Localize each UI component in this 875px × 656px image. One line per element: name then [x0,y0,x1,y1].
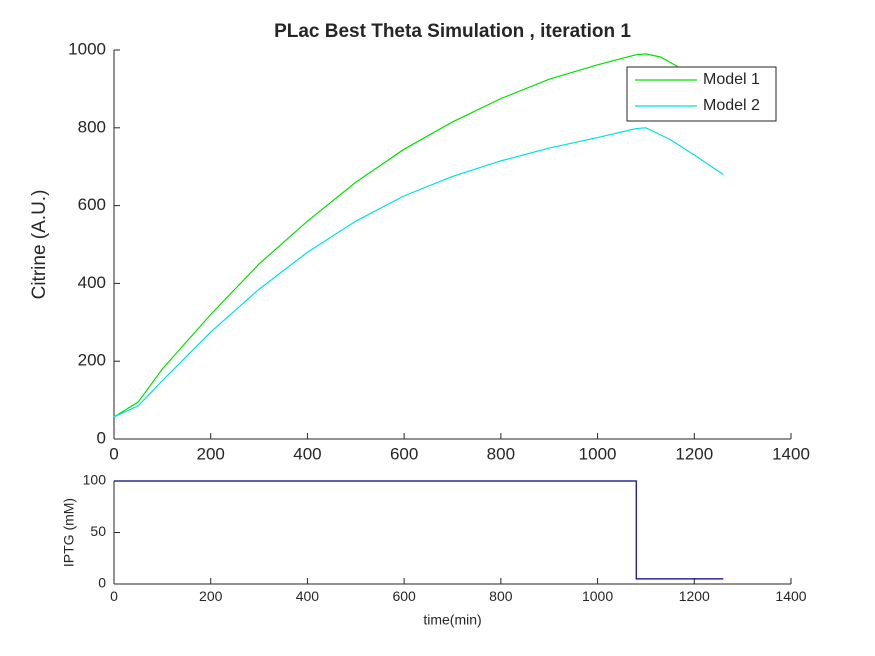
x-tick-label: 200 [199,588,223,604]
x-tick-label: 800 [489,588,513,604]
legend-box [626,66,777,122]
x-tick-label: 800 [487,445,515,464]
x-tick-label: 1200 [679,588,710,604]
x-tick-label: 1000 [582,588,613,604]
series-line [114,480,724,580]
series-line [113,127,724,418]
y-tick-label: 800 [78,117,106,136]
x-tick-label: 1000 [579,445,617,464]
x-tick-label: 400 [293,445,321,464]
y-axis-label: Citrine (A.U.) [29,190,50,300]
x-tick-label: 200 [197,445,225,464]
x-tick-label: 0 [110,588,118,604]
legend: Model 1 Model 2 [626,66,777,122]
y-tick-label: 600 [78,195,106,214]
chart-title: PLac Best Theta Simulation , iteration 1 [274,21,631,42]
y-tick-label: 200 [78,351,106,370]
x-axis-label: time(min) [423,612,481,628]
y-tick-label: 0 [98,575,106,591]
axes: 0 200 400 600 800 1000 1200 1400 0 50 100 IPTG (mM)… [61,472,807,628]
y-tick-label: 0 [97,428,106,447]
x-tick-label: 0 [109,445,118,464]
y-tick-label: 100 [83,472,107,488]
x-tick-label: 1400 [772,445,810,464]
legend-label: Model 1 [703,71,760,88]
axes: 0 200 400 600 800 1000 1200 1400 0 200 400 600 800 10… [29,21,810,464]
y-axis-label: IPTG (mM) [61,498,77,567]
x-tick-label: 1400 [775,588,806,604]
x-tick-label: 600 [392,588,416,604]
x-tick-label: 600 [390,445,418,464]
y-tick-label: 50 [90,523,106,539]
x-tick-label: 400 [296,588,320,604]
legend-label: Model 2 [703,97,760,114]
series-line [113,53,678,418]
y-tick-label: 1000 [68,39,106,58]
x-tick-label: 1200 [675,445,713,464]
y-tick-label: 400 [78,273,106,292]
